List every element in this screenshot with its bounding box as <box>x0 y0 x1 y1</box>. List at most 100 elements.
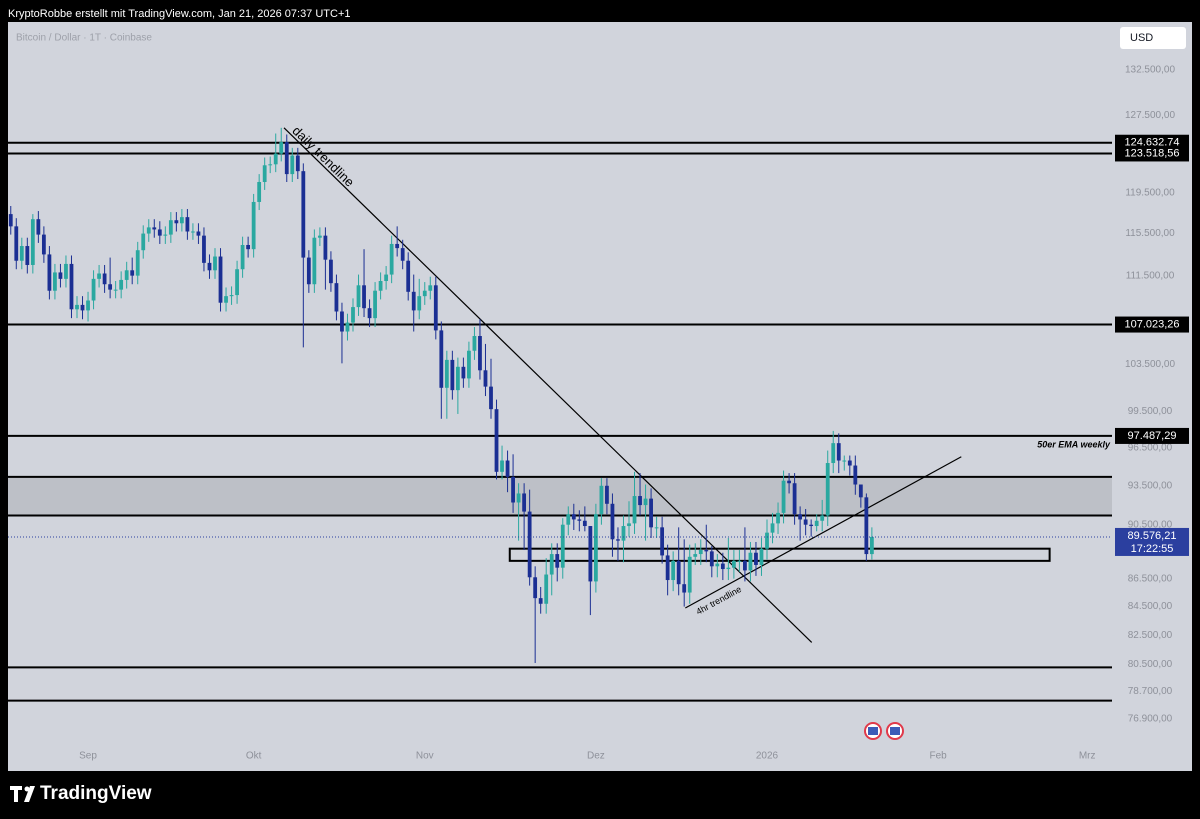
trendline <box>283 127 813 643</box>
candle-body <box>577 519 582 521</box>
candle-body <box>163 234 168 236</box>
candle-body <box>19 246 24 261</box>
candle-body <box>268 164 273 166</box>
level-label: 107.023,26 <box>1124 318 1179 330</box>
candle-body <box>108 284 113 290</box>
candle-body <box>91 278 96 301</box>
candle-body <box>809 524 814 527</box>
candle-body <box>395 243 400 249</box>
candle-body <box>847 460 852 466</box>
candle-body <box>191 231 195 233</box>
candle-body <box>616 539 620 541</box>
candle-body <box>687 556 692 593</box>
candle-body <box>787 480 791 484</box>
candle-body <box>494 409 499 472</box>
candle-body <box>345 322 350 332</box>
candle-body <box>566 514 571 525</box>
header: KryptoRobbe erstellt mit TradingView.com… <box>8 8 351 20</box>
candle-body <box>439 330 444 388</box>
candle-body <box>64 263 68 279</box>
y-tick-label: 96.500,00 <box>1128 443 1173 454</box>
candle-body <box>792 483 797 515</box>
y-tick-label: 111.500,00 <box>1126 270 1175 281</box>
y-tick-label: 132.500,00 <box>1125 64 1175 75</box>
candle-body <box>229 295 234 297</box>
level-label: 123.518,56 <box>1124 147 1179 159</box>
candle-body <box>649 498 653 528</box>
candle-body <box>246 244 251 250</box>
candle-body <box>726 567 731 570</box>
trendline <box>685 456 962 609</box>
candle-body <box>279 142 284 154</box>
candle-body <box>119 279 124 290</box>
candle-body <box>362 285 366 309</box>
currency-label: USD <box>1130 32 1153 44</box>
level-label-box <box>1115 145 1189 162</box>
candle-body <box>770 523 775 533</box>
candle-body <box>560 524 565 568</box>
candle-body <box>251 201 256 250</box>
candle-body <box>202 235 206 263</box>
candle-body <box>472 336 477 351</box>
candle-body <box>671 560 676 581</box>
candle-body <box>638 496 642 506</box>
candle-body <box>803 519 808 525</box>
x-tick-label: Feb <box>930 751 948 762</box>
candle-body <box>141 233 146 251</box>
candle-body <box>389 243 394 275</box>
y-tick-label: 99.500,00 <box>1128 406 1173 417</box>
y-tick-label: 103.500,00 <box>1125 359 1175 370</box>
candle-body <box>41 234 46 255</box>
event-flags <box>864 722 904 740</box>
candle-body <box>693 554 698 557</box>
candle-body <box>605 485 609 504</box>
y-tick-label: 93.500,00 <box>1128 480 1173 491</box>
candle-body <box>8 214 13 227</box>
candle-body <box>179 217 184 224</box>
y-tick-label: 115.500,00 <box>1125 228 1175 239</box>
candle-body <box>433 285 438 331</box>
last-price-label: 89.576,21 <box>1128 530 1177 542</box>
candle-body <box>329 259 333 284</box>
candle-body <box>704 550 709 552</box>
candle-body <box>483 370 488 387</box>
candle-body <box>489 386 493 410</box>
candle-body <box>146 227 151 234</box>
candle-body <box>25 246 30 265</box>
candle-body <box>588 526 593 582</box>
candle-body <box>621 526 626 541</box>
candle-body <box>130 270 135 276</box>
candle-body <box>80 304 85 311</box>
candle-body <box>373 290 377 319</box>
y-tick-label: 80.500,00 <box>1128 659 1173 670</box>
candle-body <box>185 217 190 232</box>
candle-body <box>593 514 598 582</box>
candle-body <box>36 219 41 235</box>
candle-body <box>351 307 355 323</box>
symbol: Bitcoin / Dollar · 1T · Coinbase <box>16 33 152 44</box>
candle-body <box>627 523 631 527</box>
candle-body <box>538 598 543 604</box>
x-tick-label: Mrz <box>1079 751 1096 762</box>
candle-body <box>58 272 63 279</box>
candle-body <box>400 248 405 261</box>
candle-body <box>720 563 725 570</box>
y-tick-label: 82.500,00 <box>1128 630 1173 641</box>
candle-body <box>759 548 764 565</box>
candle-body <box>665 555 670 581</box>
candle-body <box>168 220 173 235</box>
candle-body <box>207 262 212 271</box>
candle-body <box>69 263 74 310</box>
candle-body <box>549 554 554 575</box>
candle-body <box>196 231 201 236</box>
zone <box>8 476 1112 516</box>
candle-body <box>731 560 736 568</box>
candle-body <box>582 520 587 527</box>
candle-body <box>544 574 549 604</box>
candle-body <box>610 503 615 540</box>
candle-body <box>378 281 383 291</box>
currency-button[interactable] <box>1120 27 1186 49</box>
candle-body <box>213 256 217 271</box>
y-tick-label: 127.500,00 <box>1125 110 1175 121</box>
candle-body <box>406 260 411 292</box>
